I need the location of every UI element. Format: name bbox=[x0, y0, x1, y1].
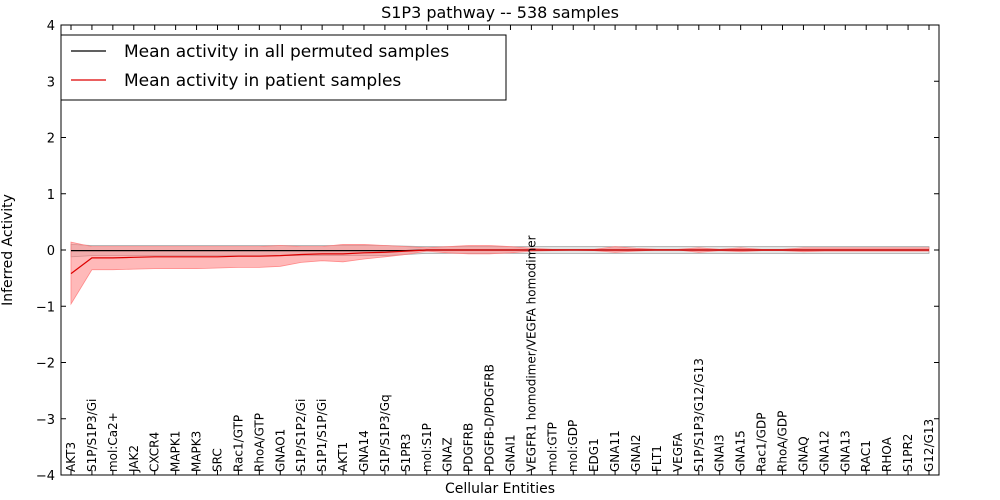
x-category-label: GNA14 bbox=[357, 430, 371, 472]
series-1-line bbox=[70, 249, 929, 275]
x-category-label: JAK2 bbox=[127, 445, 141, 473]
x-category-label: MAPK1 bbox=[169, 431, 183, 472]
legend-label-permuted: Mean activity in all permuted samples bbox=[124, 42, 449, 62]
x-category-label: VEGFR1 homodimer/VEGFA homodimer bbox=[524, 235, 538, 472]
x-category-label: CXCR4 bbox=[148, 432, 162, 472]
x-category-label: mol:S1P bbox=[420, 423, 434, 472]
x-category-label: Rac1/GTP bbox=[231, 415, 245, 472]
y-tick-label: 2 bbox=[47, 132, 55, 147]
x-category-label: mol:Ca2+ bbox=[106, 412, 120, 472]
x-category-label: G12/G13 bbox=[922, 419, 936, 472]
x-category-label: S1P/S1P3/Gi bbox=[85, 399, 99, 472]
x-category-label: S1P/S1P2/Gi bbox=[294, 399, 308, 472]
x-category-label: AKT1 bbox=[336, 442, 350, 472]
x-axis-title: Cellular Entities bbox=[445, 481, 555, 497]
y-axis: −4 −3 −2 −1 0 1 2 3 4 bbox=[36, 19, 939, 484]
x-category-label: S1P/S1P3/Gq bbox=[378, 394, 392, 472]
x-category-label: GNAQ bbox=[796, 436, 810, 472]
legend: Mean activity in all permuted samples Me… bbox=[60, 34, 507, 101]
x-category-label: GNAO1 bbox=[273, 429, 287, 472]
x-category-label: GNAI3 bbox=[713, 434, 727, 472]
x-category-label: S1P1/S1P/Gi bbox=[315, 399, 329, 472]
x-category-label: mol:GDP bbox=[566, 420, 580, 472]
x-category-label: MAPK3 bbox=[190, 431, 204, 472]
x-category-label: GNA15 bbox=[734, 430, 748, 472]
x-category-label: mol:GTP bbox=[545, 422, 559, 472]
y-tick-label: −4 bbox=[36, 469, 55, 484]
y-tick-label: 4 bbox=[47, 19, 55, 34]
x-category-label: Rac1/GDP bbox=[755, 413, 769, 472]
legend-label-patient: Mean activity in patient samples bbox=[124, 71, 401, 91]
x-category-label: RhoA/GDP bbox=[776, 411, 790, 472]
x-category-label: RhoA/GTP bbox=[252, 413, 266, 472]
x-category-label: S1P/S1P3/G12/G13 bbox=[692, 358, 706, 472]
x-category-label: EDG1 bbox=[587, 438, 601, 472]
y-tick-label: 0 bbox=[47, 244, 55, 259]
x-axis: AKT3 S1P/S1P3/Gi mol:Ca2+ JAK2 CXCR4 MAPK1 MAP… bbox=[64, 25, 936, 475]
y-tick-label: 3 bbox=[47, 75, 55, 90]
x-category-label: PDGFRB bbox=[462, 423, 476, 472]
y-tick-label: −3 bbox=[36, 413, 55, 428]
y-tick-label: 1 bbox=[47, 188, 55, 203]
x-category-label: S1PR3 bbox=[399, 434, 413, 472]
x-category-label: GNA12 bbox=[817, 430, 831, 472]
x-category-label: VEGFA bbox=[671, 432, 685, 472]
x-category-label: RAC1 bbox=[859, 440, 873, 472]
legend-box bbox=[60, 34, 507, 101]
x-category-label: GNA11 bbox=[608, 430, 622, 472]
x-category-label: S1PR2 bbox=[901, 434, 915, 472]
x-category-label: PDGFB-D/PDGFRB bbox=[483, 364, 497, 472]
x-category-label: RHOA bbox=[880, 436, 894, 472]
x-category-label: GNA13 bbox=[838, 430, 852, 472]
series-1-band bbox=[70, 241, 930, 306]
chart-title: S1P3 pathway -- 538 samples bbox=[381, 3, 619, 22]
y-tick-label: −1 bbox=[36, 300, 55, 315]
x-category-label: GNAI1 bbox=[504, 434, 518, 472]
x-category-label: AKT3 bbox=[64, 442, 78, 472]
x-category-label: GNAZ bbox=[441, 437, 455, 472]
x-category-label: SRC bbox=[211, 448, 225, 472]
y-tick-label: −2 bbox=[36, 357, 55, 372]
y-axis-title: Inferred Activity bbox=[0, 194, 16, 306]
plot-area bbox=[70, 241, 930, 306]
x-category-label: FLT1 bbox=[650, 445, 664, 472]
x-category-label: GNAI2 bbox=[629, 434, 643, 472]
